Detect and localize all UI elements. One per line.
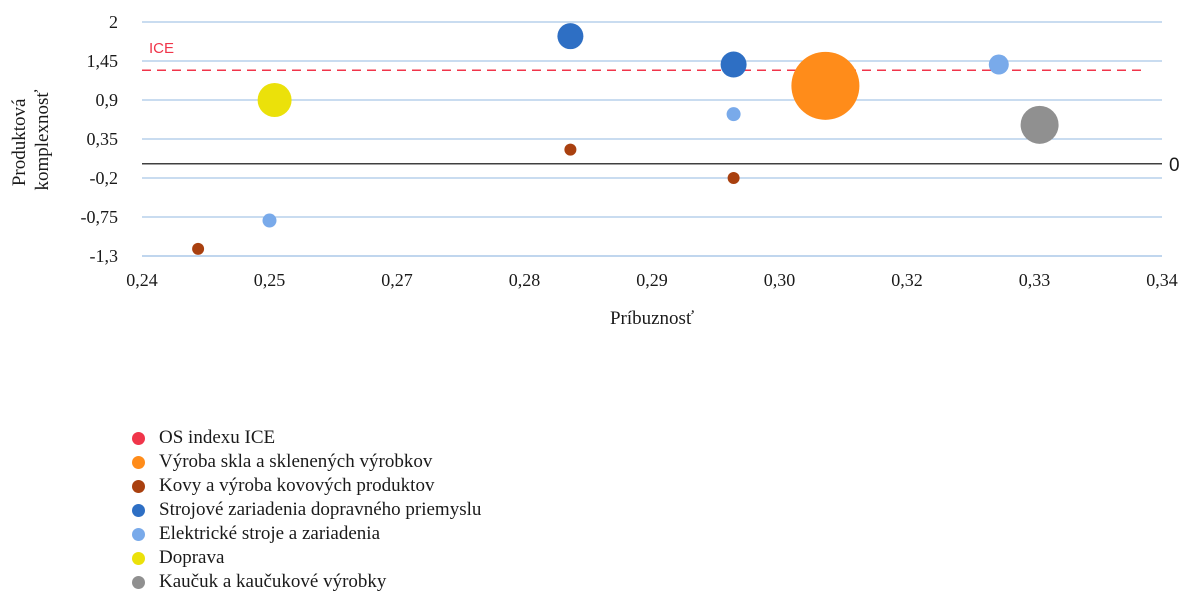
x-tick-label: 0,32 [891, 270, 923, 290]
data-point [791, 51, 860, 120]
legend-label: Kaučuk a kaučukové výrobky [159, 571, 387, 592]
x-axis-title: Príbuznosť [610, 308, 694, 329]
x-tick-label: 0,24 [126, 270, 158, 290]
legend-swatch-icon [132, 479, 145, 493]
data-point [988, 54, 1009, 75]
legend-entry: Kovy a výroba kovových produktov [132, 474, 481, 498]
y-tick-label: 1,45 [87, 51, 119, 71]
legend-swatch-icon [132, 575, 145, 589]
data-point [727, 172, 740, 184]
y-tick-label: 0,9 [96, 90, 119, 110]
legend-label: OS indexu ICE [159, 427, 276, 448]
tick-labels: 2 1,45 0,9 0,35 -0,2 -0,75 -1,3 0,24 0,25 0,27 0,2… [81, 12, 1178, 290]
data-points [192, 23, 1059, 255]
gridlines [142, 21, 1162, 257]
x-tick-label: 0,29 [636, 270, 668, 290]
reference-lines: ICE 0 [142, 40, 1180, 176]
y-tick-label: -0,75 [81, 207, 119, 227]
x-tick-label: 0,25 [254, 270, 286, 290]
legend-swatch-icon [132, 551, 145, 565]
legend-swatch-icon [132, 455, 145, 469]
legend-swatch-icon [132, 503, 145, 517]
legend-entry: OS indexu ICE [132, 426, 481, 450]
legend-label: Strojové zariadenia dopravného priemyslu [159, 499, 482, 520]
legend-swatch-icon [132, 527, 145, 541]
legend-label: Výroba skla a sklenených výrobkov [159, 451, 433, 472]
y-tick-label: -1,3 [90, 246, 119, 266]
y-axis-title-line-2: komplexnosť [32, 89, 53, 190]
y-tick-label: 2 [109, 12, 118, 32]
data-point [720, 51, 747, 78]
bubble-chart: ICE 0 2 1,45 0,9 0,35 -0,2 -0,75 -1,3 0,24 0,25 0,… [9, 12, 1180, 329]
legend-label: Doprava [159, 547, 225, 568]
y-axis-title-line-1: Produktová [9, 98, 30, 186]
legend-entry: Elektrické stroje a zariadenia [132, 522, 481, 546]
legend-entry: Doprava [132, 546, 481, 570]
x-tick-label: 0,33 [1019, 270, 1051, 290]
data-point [726, 107, 741, 122]
legend-label: Elektrické stroje a zariadenia [159, 523, 381, 544]
x-tick-label: 0,28 [509, 270, 541, 290]
legend-label: Kovy a výroba kovových produktov [159, 475, 435, 496]
data-point [257, 83, 292, 117]
y-tick-label: -0,2 [90, 168, 119, 188]
legend-entry: Výroba skla a sklenených výrobkov [132, 450, 481, 474]
x-tick-label: 0,27 [381, 270, 413, 290]
data-point [1020, 105, 1059, 144]
data-point [262, 213, 277, 228]
legend: OS indexu ICE Výroba skla a sklenených vý… [132, 426, 481, 594]
legend-swatch-icon [132, 431, 145, 445]
zero-line-label: 0 [1169, 155, 1180, 176]
legend-entry: Strojové zariadenia dopravného priemyslu [132, 498, 481, 522]
x-tick-label: 0,34 [1146, 270, 1178, 290]
x-tick-label: 0,30 [764, 270, 796, 290]
data-point [192, 242, 205, 255]
data-point [564, 143, 577, 156]
y-tick-label: 0,35 [87, 129, 119, 149]
ice-line-label: ICE [149, 40, 174, 57]
legend-entry: Kaučuk a kaučukové výrobky [132, 570, 481, 594]
y-axis-title: Produktová komplexnosť [9, 89, 53, 190]
data-point [557, 23, 584, 50]
